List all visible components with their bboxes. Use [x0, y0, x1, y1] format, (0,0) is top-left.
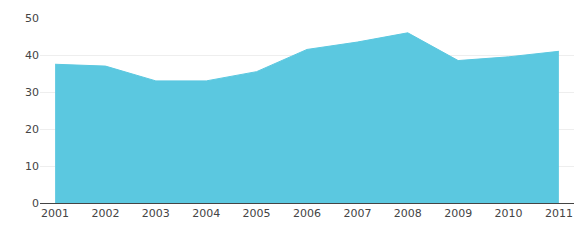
svg-text:2001: 2001: [41, 207, 69, 220]
svg-text:2003: 2003: [142, 207, 170, 220]
svg-text:10: 10: [25, 160, 39, 173]
svg-text:2005: 2005: [243, 207, 271, 220]
svg-text:2007: 2007: [343, 207, 371, 220]
svg-text:2011: 2011: [545, 207, 573, 220]
svg-text:2010: 2010: [495, 207, 523, 220]
svg-text:2008: 2008: [394, 207, 422, 220]
svg-text:0: 0: [32, 197, 39, 210]
svg-text:30: 30: [25, 86, 39, 99]
svg-text:2006: 2006: [293, 207, 321, 220]
svg-text:20: 20: [25, 123, 39, 136]
svg-text:2002: 2002: [91, 207, 119, 220]
svg-text:40: 40: [25, 49, 39, 62]
svg-text:2009: 2009: [444, 207, 472, 220]
svg-text:2004: 2004: [192, 207, 220, 220]
svg-text:50: 50: [25, 12, 39, 25]
